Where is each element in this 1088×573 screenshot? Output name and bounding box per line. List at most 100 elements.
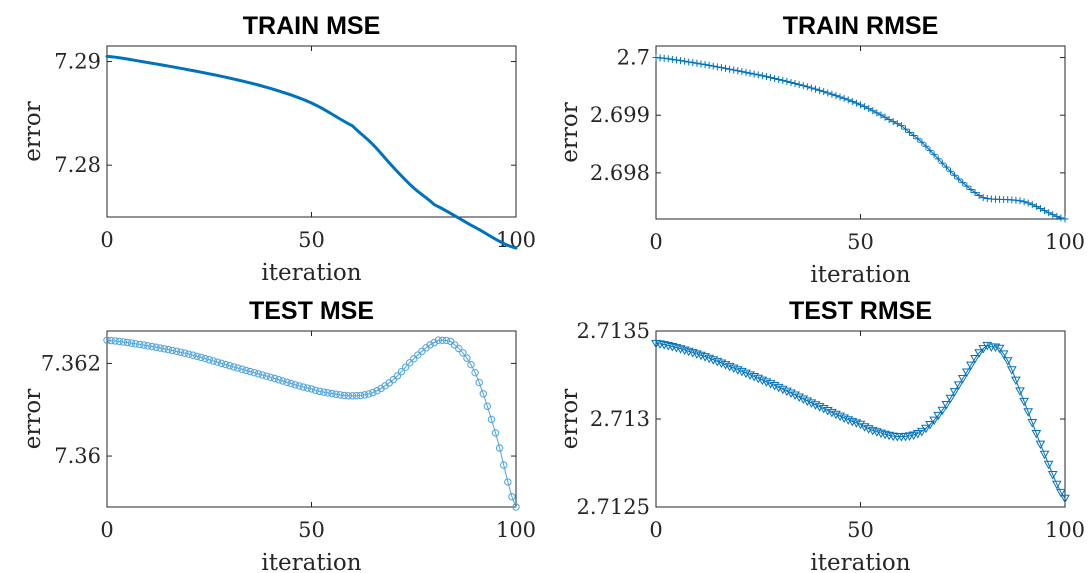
- test-rmse-point: [994, 344, 1005, 354]
- train-rmse-point: [963, 182, 971, 190]
- test-mse-point: [103, 336, 111, 344]
- test-mse-point: [299, 383, 308, 391]
- train-rmse-point: [1049, 211, 1057, 219]
- test-rmse-point: [1031, 429, 1042, 439]
- test-rmse-xtick-label: 100: [1045, 518, 1085, 542]
- test-mse-point: [295, 382, 303, 390]
- test-mse-point: [217, 359, 226, 368]
- test-rmse-point: [745, 371, 755, 380]
- test-mse-xtick-label: 50: [298, 518, 325, 542]
- test-mse-point: [246, 367, 254, 376]
- test-mse-point: [115, 337, 123, 346]
- train-rmse-point: [685, 58, 693, 66]
- test-rmse-point: [1002, 357, 1013, 366]
- test-mse-point: [303, 384, 312, 392]
- test-rmse-point: [737, 367, 747, 377]
- train-rmse-point: [983, 194, 991, 202]
- test-mse-point: [164, 345, 173, 354]
- test-mse-point: [185, 350, 193, 358]
- test-rmse-point: [908, 431, 919, 441]
- test-mse-point: [336, 391, 344, 399]
- test-rmse-point: [687, 349, 698, 358]
- train-rmse-point: [893, 120, 901, 128]
- test-mse-point: [275, 376, 283, 384]
- test-mse-point: [495, 444, 504, 452]
- test-mse-point: [471, 368, 479, 377]
- test-mse-point: [405, 359, 414, 367]
- test-mse-point: [160, 345, 168, 353]
- test-rmse-point: [720, 361, 731, 370]
- test-rmse-point: [798, 395, 809, 404]
- test-mse-point: [332, 390, 340, 398]
- test-rmse-point: [679, 346, 690, 355]
- test-mse-point: [500, 461, 508, 469]
- test-mse-point: [209, 357, 218, 365]
- train-rmse-point: [717, 64, 725, 72]
- test-rmse-point: [822, 406, 833, 416]
- test-rmse-point: [1039, 450, 1050, 460]
- test-rmse-point: [712, 357, 723, 367]
- test-mse-point: [140, 341, 148, 349]
- test-mse-point: [434, 336, 442, 344]
- train-rmse-point: [672, 56, 680, 64]
- test-mse-point: [156, 344, 164, 352]
- test-mse-point: [373, 387, 381, 395]
- train-rmse-point: [693, 59, 701, 67]
- test-rmse-xtick-label: 50: [847, 518, 874, 542]
- test-rmse-point: [765, 380, 776, 389]
- train-rmse-point: [1041, 207, 1049, 215]
- test-rmse-point: [925, 421, 935, 430]
- train-rmse-point: [762, 73, 770, 81]
- train-rmse-ytick-label: 2.699: [590, 103, 650, 127]
- test-rmse-point: [777, 385, 788, 395]
- train-rmse-point: [959, 179, 967, 187]
- test-rmse-point: [982, 341, 993, 351]
- test-mse-point: [189, 351, 197, 359]
- test-rmse-point: [810, 401, 821, 410]
- train-rmse-point: [750, 70, 758, 78]
- test-rmse-point: [953, 381, 964, 390]
- test-rmse-point: [708, 356, 719, 365]
- train-mse-axes-box: [106, 45, 517, 218]
- test-rmse-point: [1023, 408, 1034, 417]
- train-rmse-point: [914, 135, 922, 143]
- train-rmse-point: [967, 186, 975, 194]
- train-rmse-ytick-label: 2.698: [590, 161, 650, 185]
- train-rmse-point: [791, 79, 799, 87]
- train-rmse-point: [881, 113, 889, 121]
- test-mse-point: [258, 371, 267, 379]
- test-mse-point: [320, 388, 328, 396]
- test-mse-ytick-label: 7.362: [41, 351, 101, 375]
- train-rmse-series-line: [655, 57, 1066, 220]
- test-rmse-point: [847, 417, 858, 427]
- test-mse-point: [148, 342, 156, 351]
- train-rmse-point: [701, 61, 709, 69]
- train-rmse-point: [979, 194, 987, 202]
- train-rmse-point: [726, 65, 734, 73]
- test-rmse-point: [929, 416, 939, 426]
- train-rmse-point: [926, 146, 934, 154]
- train-rmse-point: [812, 85, 820, 93]
- test-mse-point: [238, 365, 246, 373]
- train-rmse-point: [1012, 196, 1020, 204]
- test-rmse-point: [1035, 440, 1046, 450]
- test-rmse-point: [773, 383, 784, 393]
- test-mse-point: [410, 355, 418, 363]
- train-rmse-point: [775, 75, 783, 83]
- train-mse-xtick-label: 0: [100, 228, 113, 252]
- test-mse-point: [483, 402, 492, 410]
- train-rmse-point: [836, 93, 844, 101]
- test-mse-point: [344, 392, 353, 400]
- train-rmse-point: [1016, 197, 1024, 205]
- test-rmse-point: [831, 410, 841, 420]
- train-rmse-point: [824, 89, 832, 97]
- train-rmse-point: [1053, 212, 1061, 220]
- train-rmse-point: [861, 103, 869, 111]
- test-mse-point: [270, 374, 279, 383]
- test-mse-point: [463, 354, 471, 362]
- train-rmse-point: [840, 94, 848, 102]
- train-rmse-title: TRAIN RMSE: [783, 12, 939, 40]
- test-rmse-point: [790, 391, 800, 401]
- train-rmse-point: [783, 77, 791, 85]
